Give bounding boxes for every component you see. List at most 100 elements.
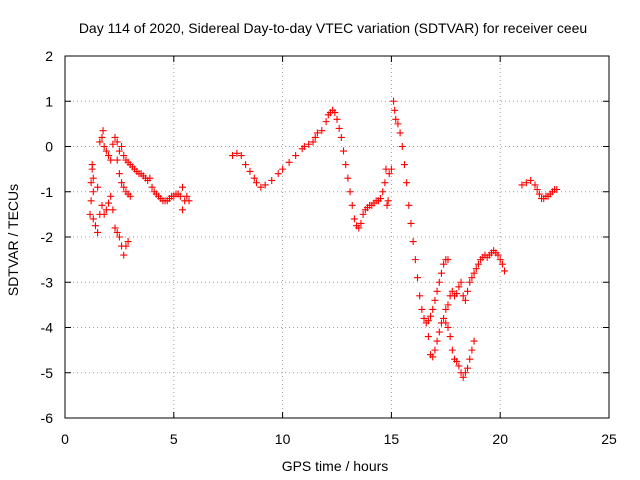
data-point [229,152,237,160]
data-point [457,278,465,286]
data-point [252,179,260,187]
data-point [115,170,123,178]
data-point [98,201,106,209]
data-point [472,265,480,273]
data-point [185,197,193,205]
y-tick-label: -6 [41,410,54,426]
data-point [455,362,463,370]
data-point [94,228,102,236]
data-point [429,353,437,361]
data-point [100,143,108,150]
data-point [403,179,411,187]
data-point [411,256,419,264]
x-tick-label: 0 [61,431,69,447]
data-point [464,364,472,372]
data-point [357,219,365,227]
data-point [377,195,385,203]
data-point [124,238,132,246]
data-point [313,129,321,137]
data-point [464,287,472,295]
data-point [109,206,117,214]
data-point [394,120,402,128]
data-point [183,192,191,200]
data-point [87,197,95,205]
data-point [405,201,413,209]
data-point [179,183,187,191]
y-tick-label: -2 [41,229,54,245]
data-point [86,210,94,218]
data-point [431,296,439,304]
data-series [86,127,193,259]
data-point [496,256,504,264]
data-point [470,337,478,345]
data-point [102,206,110,214]
data-point [333,115,341,123]
data-point [435,278,443,286]
data-point [431,346,439,354]
data-point [459,292,467,300]
data-point [383,201,391,209]
data-point [109,140,117,148]
data-point [99,127,107,135]
data-point [250,174,258,182]
chart-title: Day 114 of 2020, Sidereal Day-to-day VTE… [79,20,587,36]
data-point [533,185,541,193]
data-point [261,181,269,189]
data-point [494,251,502,259]
data-point [179,206,187,214]
data-point [89,188,97,196]
data-point [113,138,121,146]
data-point [453,357,461,365]
data-point [414,274,422,282]
data-point [416,292,424,300]
data-point [102,147,110,155]
data-point [148,183,156,191]
data-point [107,192,115,200]
data-point [448,346,456,354]
data-point [461,296,469,304]
plot-frame [64,55,610,419]
data-point [466,355,474,363]
data-point [346,188,354,196]
data-point [442,305,450,313]
data-point [311,133,319,141]
y-tick-label: -1 [41,184,54,200]
data-point [442,319,450,327]
data-point [444,324,452,331]
data-point [118,179,126,187]
data-point [433,337,441,345]
data-point [105,152,113,160]
data-point [100,210,108,218]
data-point [309,138,317,146]
data-point [305,140,313,148]
data-point [453,290,461,298]
data-point [113,228,121,236]
data-point [89,215,97,223]
data-point [88,161,96,169]
x-axis-label: GPS time / hours [282,458,389,474]
data-point [242,161,250,169]
data-point [331,109,339,117]
data-point [359,210,367,218]
data-point [392,115,400,123]
y-tick-label: 0 [45,139,53,155]
data-point [398,143,406,150]
data-point [120,152,128,160]
data-point [105,199,113,207]
data-point [381,179,389,187]
data-point [385,170,393,178]
data-point [89,174,97,182]
data-point [461,369,469,377]
y-tick-label: 2 [45,48,53,64]
data-point [400,161,408,169]
data-point [527,176,535,184]
data-point [120,183,128,191]
data-point [96,138,104,146]
y-tick-label: -3 [41,274,54,290]
data-point [126,192,134,200]
x-tick-label: 20 [492,431,508,447]
x-tick-label: 5 [170,431,178,447]
data-point [535,190,543,198]
data-point [146,174,154,182]
